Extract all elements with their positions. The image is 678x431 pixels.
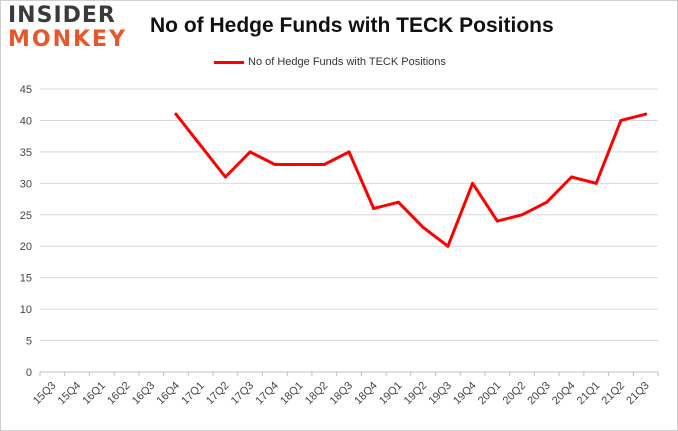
logo-line1: INSIDER (8, 3, 116, 28)
x-tick-label: 17Q3 (229, 380, 257, 408)
y-tick-label: 45 (20, 84, 32, 96)
y-tick-label: 25 (20, 210, 32, 222)
x-tick-label: 20Q4 (550, 380, 578, 408)
legend: No of Hedge Funds with TECK Positions (214, 54, 446, 70)
x-tick-label: 17Q2 (204, 380, 232, 408)
y-tick-label: 35 (20, 147, 32, 159)
x-tick-label: 19Q2 (402, 380, 430, 408)
x-tick-label: 16Q1 (80, 380, 108, 408)
y-tick-label: 40 (20, 115, 32, 127)
data-point (199, 144, 203, 148)
x-tick-label: 15Q4 (56, 380, 84, 408)
chart-title: No of Hedge Funds with TECK Positions (150, 14, 554, 37)
data-point (322, 162, 326, 166)
data-point (223, 175, 227, 179)
data-point (446, 244, 450, 248)
y-tick-label: 20 (20, 241, 32, 253)
x-tick-label: 15Q3 (31, 380, 59, 408)
x-tick-label: 21Q1 (575, 380, 603, 408)
x-tick-label: 20Q2 (501, 380, 529, 408)
y-tick-label: 10 (20, 304, 32, 316)
legend-label: No of Hedge Funds with TECK Positions (248, 56, 446, 68)
x-tick-label: 16Q4 (155, 380, 183, 408)
data-point (545, 200, 549, 204)
x-tick-label: 20Q1 (476, 380, 504, 408)
data-point (520, 213, 524, 217)
x-tick-label: 17Q1 (179, 380, 207, 408)
x-tick-label: 19Q1 (377, 380, 405, 408)
x-tick-label: 18Q1 (278, 380, 306, 408)
data-point (372, 206, 376, 210)
x-tick-label: 21Q2 (600, 380, 628, 408)
data-point (619, 118, 623, 122)
data-point (347, 150, 351, 154)
data-point (471, 181, 475, 185)
logo-line2: MONKEY (8, 27, 128, 52)
insider-monkey-logo: INSIDER MONKEY (8, 2, 126, 54)
data-point (594, 181, 598, 185)
y-tick-label: 0 (26, 367, 32, 379)
x-tick-label: 18Q2 (303, 380, 331, 408)
data-point (273, 162, 277, 166)
y-tick-label: 15 (20, 273, 32, 285)
data-point (298, 162, 302, 166)
x-tick-label: 18Q4 (352, 380, 380, 408)
data-point (495, 219, 499, 223)
y-tick-label: 5 (26, 336, 32, 348)
x-tick-label: 17Q4 (253, 380, 281, 408)
data-point (396, 200, 400, 204)
x-tick-label: 21Q3 (624, 380, 652, 408)
y-tick-label: 30 (20, 178, 32, 190)
data-point (421, 225, 425, 229)
x-tick-label: 18Q3 (328, 380, 356, 408)
data-point (569, 175, 573, 179)
x-tick-label: 19Q3 (426, 380, 454, 408)
x-tick-label: 16Q2 (105, 380, 133, 408)
legend-swatch (214, 60, 244, 64)
series-line-hedge-funds (174, 112, 648, 248)
data-point (248, 150, 252, 154)
x-tick-label: 20Q3 (525, 380, 553, 408)
x-tick-label: 19Q4 (451, 380, 479, 408)
x-tick-label: 16Q3 (130, 380, 158, 408)
data-point (174, 112, 178, 116)
data-point (644, 112, 648, 116)
